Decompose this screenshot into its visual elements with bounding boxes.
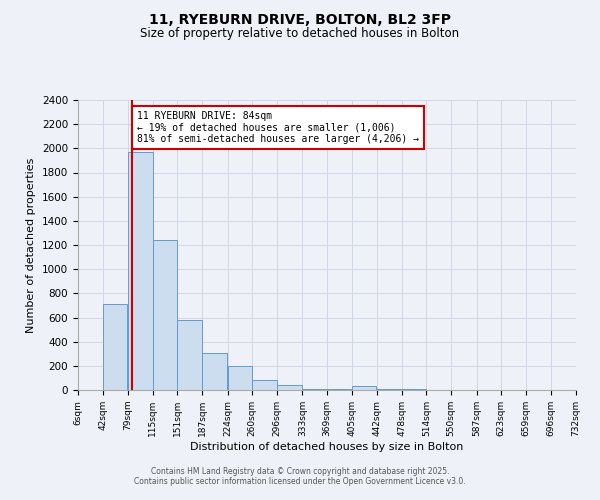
Bar <box>178 320 202 390</box>
Bar <box>103 304 127 390</box>
Bar <box>352 386 376 390</box>
Text: Contains public sector information licensed under the Open Government Licence v3: Contains public sector information licen… <box>134 477 466 486</box>
Bar <box>277 384 302 390</box>
Bar <box>377 389 402 390</box>
Text: Size of property relative to detached houses in Bolton: Size of property relative to detached ho… <box>140 28 460 40</box>
Bar <box>252 380 277 390</box>
Bar <box>202 353 227 390</box>
Y-axis label: Number of detached properties: Number of detached properties <box>26 158 37 332</box>
Text: 11 RYEBURN DRIVE: 84sqm
← 19% of detached houses are smaller (1,006)
81% of semi: 11 RYEBURN DRIVE: 84sqm ← 19% of detache… <box>137 111 419 144</box>
Bar <box>153 240 178 390</box>
Text: Contains HM Land Registry data © Crown copyright and database right 2025.: Contains HM Land Registry data © Crown c… <box>151 467 449 476</box>
Bar <box>128 152 153 390</box>
Bar <box>227 366 252 390</box>
Text: 11, RYEBURN DRIVE, BOLTON, BL2 3FP: 11, RYEBURN DRIVE, BOLTON, BL2 3FP <box>149 12 451 26</box>
X-axis label: Distribution of detached houses by size in Bolton: Distribution of detached houses by size … <box>190 442 464 452</box>
Bar <box>302 389 327 390</box>
